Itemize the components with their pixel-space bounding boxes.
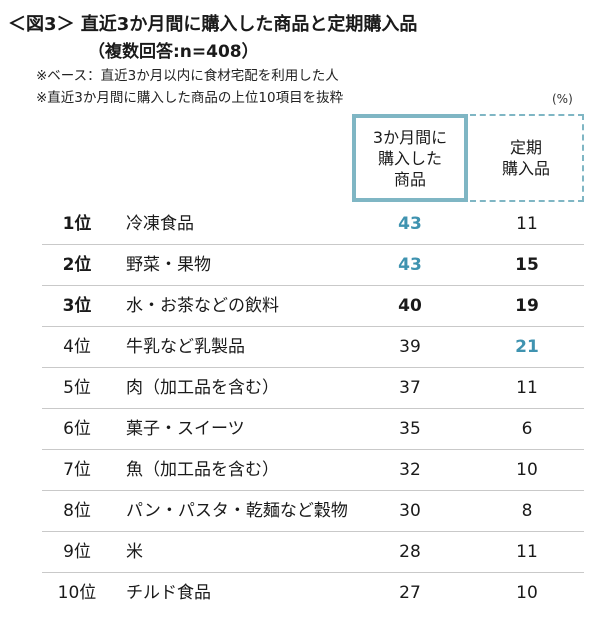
- rank-label: 3位: [62, 296, 92, 316]
- selection-note: ※直近3か月間に購入した商品の上位10項目を抜粋: [36, 90, 344, 106]
- item-label: 米: [126, 542, 143, 562]
- item-label: 菓子・スイーツ: [126, 419, 245, 439]
- rank-label: 2位: [62, 255, 92, 275]
- rank-label: 8位: [63, 501, 91, 521]
- chart-subtitle: （複数回答:n=408）: [88, 42, 259, 62]
- regular-column-header: 定期 購入品: [470, 114, 584, 202]
- rank-label: 9位: [63, 542, 91, 562]
- table-row: 1位 冷凍食品 43 11: [42, 204, 584, 245]
- regular-value: 11: [516, 542, 538, 562]
- rank-label: 7位: [63, 460, 91, 480]
- chart-title: ＜図3＞ 直近3か月間に購入した商品と定期購入品: [8, 14, 418, 35]
- rank-label: 4位: [63, 337, 91, 357]
- table-row: 9位 米 28 11: [42, 532, 584, 573]
- base-note: ※ベース：直近3か月以内に食材宅配を利用した人: [36, 68, 339, 84]
- purchased-value: 39: [399, 337, 421, 357]
- item-label: 魚（加工品を含む）: [126, 460, 279, 480]
- regular-column-label: 定期 購入品: [501, 138, 550, 178]
- purchased-column-label: 3か月間に 購入した 商品: [372, 127, 448, 189]
- purchased-value: 43: [398, 214, 422, 234]
- purchased-value: 40: [398, 296, 422, 316]
- table-row: 4位 牛乳など乳製品 39 21: [42, 327, 584, 368]
- regular-value: 11: [516, 378, 538, 398]
- regular-value: 11: [516, 214, 538, 234]
- regular-value: 21: [515, 337, 539, 357]
- item-label: 水・お茶などの飲料: [126, 296, 279, 316]
- table-row: 8位 パン・パスタ・乾麺など穀物 30 8: [42, 491, 584, 532]
- rank-label: 10位: [57, 583, 97, 603]
- rank-label: 1位: [62, 214, 92, 234]
- regular-value: 10: [516, 460, 538, 480]
- purchased-value: 43: [398, 255, 422, 275]
- regular-value: 15: [515, 255, 539, 275]
- item-label: パン・パスタ・乾麺など穀物: [126, 501, 348, 521]
- rank-label: 5位: [63, 378, 91, 398]
- purchased-value: 32: [399, 460, 421, 480]
- item-label: 牛乳など乳製品: [126, 337, 245, 357]
- purchased-value: 27: [399, 583, 421, 603]
- table-row: 5位 肉（加工品を含む） 37 11: [42, 368, 584, 409]
- ranking-table: 1位 冷凍食品 43 11 2位 野菜・果物 43 15 3位 水・お茶などの飲料 40 19 4位 牛乳…: [42, 204, 584, 613]
- purchased-value: 37: [399, 378, 421, 398]
- purchased-value: 28: [399, 542, 421, 562]
- item-label: チルド食品: [126, 583, 211, 603]
- purchased-column-header: 3か月間に 購入した 商品: [352, 114, 468, 202]
- table-row: 10位 チルド食品 27 10: [42, 573, 584, 613]
- table-row: 7位 魚（加工品を含む） 32 10: [42, 450, 584, 491]
- unit-label: (%): [552, 92, 573, 106]
- regular-value: 8: [521, 501, 533, 521]
- table-row: 6位 菓子・スイーツ 35 6: [42, 409, 584, 450]
- regular-value: 10: [516, 583, 538, 603]
- item-label: 冷凍食品: [126, 214, 194, 234]
- table-row: 3位 水・お茶などの飲料 40 19: [42, 286, 584, 327]
- item-label: 野菜・果物: [126, 255, 211, 275]
- regular-value: 6: [521, 419, 533, 439]
- item-label: 肉（加工品を含む）: [126, 378, 279, 398]
- regular-value: 19: [515, 296, 539, 316]
- purchased-value: 30: [399, 501, 421, 521]
- rank-label: 6位: [63, 419, 91, 439]
- table-row: 2位 野菜・果物 43 15: [42, 245, 584, 286]
- purchased-value: 35: [399, 419, 421, 439]
